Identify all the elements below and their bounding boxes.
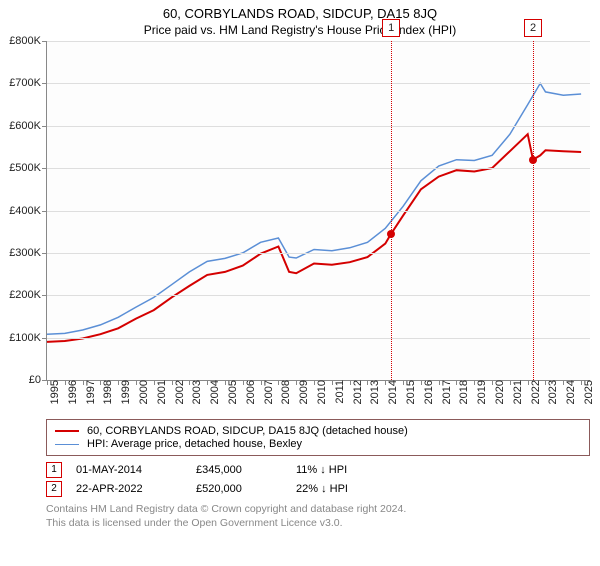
x-axis-label: 2007: [257, 380, 275, 404]
x-axis-label: 1999: [114, 380, 132, 404]
x-axis-label: 2025: [577, 380, 595, 404]
x-axis-label: 2003: [185, 380, 203, 404]
marker-line: [391, 41, 392, 380]
x-axis-label: 2012: [346, 380, 364, 404]
x-axis-label: 2013: [363, 380, 381, 404]
sale-marker: 1: [46, 462, 62, 478]
marker-dot: [529, 156, 537, 164]
y-axis-label: £200K: [9, 289, 47, 301]
x-axis-label: 2022: [524, 380, 542, 404]
x-axis-label: 2021: [506, 380, 524, 404]
sale-diff: 11% ↓ HPI: [296, 464, 396, 476]
series-hpi: [47, 83, 581, 334]
x-axis-label: 2009: [292, 380, 310, 404]
x-axis-label: 2011: [328, 380, 346, 404]
y-axis-label: £600K: [9, 120, 47, 132]
sale-date: 22-APR-2022: [76, 483, 196, 495]
marker-box: 1: [382, 19, 400, 37]
x-axis-label: 2000: [132, 380, 150, 404]
legend-item: HPI: Average price, detached house, Bexl…: [55, 438, 581, 450]
x-axis-label: 2015: [399, 380, 417, 404]
x-axis-label: 2020: [488, 380, 506, 404]
y-axis-label: £500K: [9, 162, 47, 174]
x-axis-label: 2006: [239, 380, 257, 404]
marker-line: [533, 41, 534, 380]
legend-box: 60, CORBYLANDS ROAD, SIDCUP, DA15 8JQ (d…: [46, 419, 590, 456]
x-axis-label: 2018: [452, 380, 470, 404]
sale-date: 01-MAY-2014: [76, 464, 196, 476]
x-axis-label: 1997: [79, 380, 97, 404]
y-axis-label: £400K: [9, 205, 47, 217]
x-axis-label: 2024: [559, 380, 577, 404]
x-axis-label: 1996: [61, 380, 79, 404]
sale-row: 2 22-APR-2022£520,00022% ↓ HPI: [46, 481, 590, 497]
footer-line: This data is licensed under the Open Gov…: [46, 517, 590, 531]
marker-dot: [387, 230, 395, 238]
sale-row: 1 01-MAY-2014£345,00011% ↓ HPI: [46, 462, 590, 478]
sale-marker: 2: [46, 481, 62, 497]
sale-price: £345,000: [196, 464, 296, 476]
x-axis-label: 1998: [96, 380, 114, 404]
x-axis-label: 2010: [310, 380, 328, 404]
plot-area: £0£100K£200K£300K£400K£500K£600K£700K£80…: [46, 41, 590, 381]
series-property: [47, 134, 581, 342]
x-axis-label: 2017: [435, 380, 453, 404]
legend-item: 60, CORBYLANDS ROAD, SIDCUP, DA15 8JQ (d…: [55, 425, 581, 437]
legend-label: HPI: Average price, detached house, Bexl…: [87, 438, 302, 450]
y-axis-label: £800K: [9, 35, 47, 47]
chart-subtitle: Price paid vs. HM Land Registry's House …: [0, 23, 600, 37]
x-axis-label: 2023: [541, 380, 559, 404]
chart-area: £0£100K£200K£300K£400K£500K£600K£700K£80…: [46, 41, 590, 381]
x-axis-label: 2008: [274, 380, 292, 404]
legend-label: 60, CORBYLANDS ROAD, SIDCUP, DA15 8JQ (d…: [87, 425, 408, 437]
footer-attribution: Contains HM Land Registry data © Crown c…: [46, 503, 590, 530]
sales-table: 1 01-MAY-2014£345,00011% ↓ HPI 2 22-APR-202…: [46, 462, 590, 497]
footer-line: Contains HM Land Registry data © Crown c…: [46, 503, 590, 517]
y-axis-label: £300K: [9, 247, 47, 259]
y-axis-label: £100K: [9, 332, 47, 344]
x-axis-label: 2014: [381, 380, 399, 404]
x-axis-label: 2019: [470, 380, 488, 404]
x-axis-label: 2016: [417, 380, 435, 404]
marker-box: 2: [524, 19, 542, 37]
y-axis-label: £700K: [9, 77, 47, 89]
legend-swatch: [55, 430, 79, 432]
x-axis-label: 2002: [168, 380, 186, 404]
x-axis-label: 2004: [203, 380, 221, 404]
sale-price: £520,000: [196, 483, 296, 495]
chart-title: 60, CORBYLANDS ROAD, SIDCUP, DA15 8JQ: [0, 6, 600, 21]
x-axis-label: 1995: [43, 380, 61, 404]
sale-diff: 22% ↓ HPI: [296, 483, 396, 495]
x-axis-label: 2005: [221, 380, 239, 404]
legend-swatch: [55, 444, 79, 445]
x-axis-label: 2001: [150, 380, 168, 404]
